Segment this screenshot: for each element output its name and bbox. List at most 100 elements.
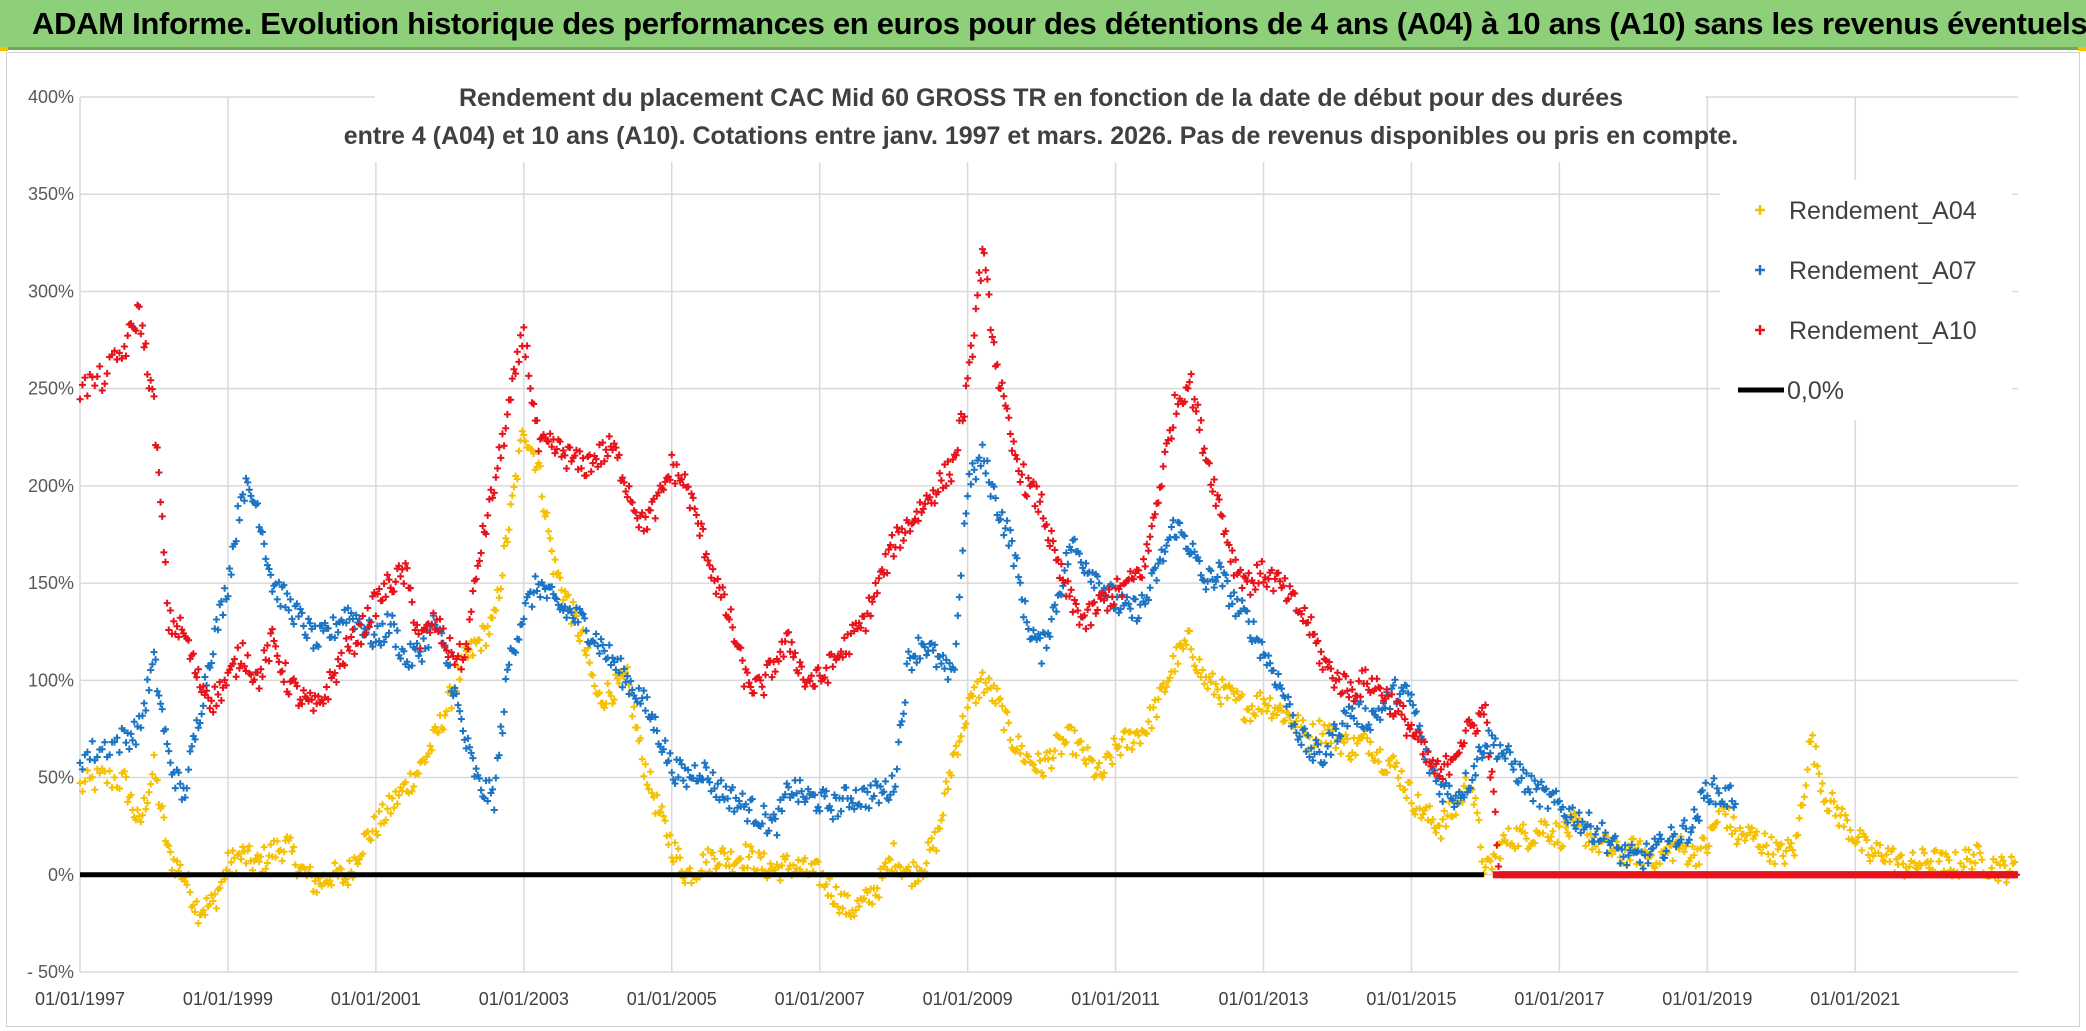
data-point: [821, 792, 829, 800]
data-point: [484, 622, 492, 630]
data-point: [972, 475, 980, 483]
data-point: [1521, 829, 1529, 837]
data-point: [844, 892, 852, 900]
data-point: [211, 890, 219, 898]
data-point: [548, 583, 556, 591]
data-point: [656, 808, 664, 816]
data-point: [155, 692, 163, 700]
data-point: [1098, 773, 1106, 781]
data-point: [217, 597, 225, 605]
data-point: [702, 858, 710, 866]
data-point: [641, 760, 649, 768]
data-point: [212, 904, 220, 912]
data-point: [908, 666, 916, 674]
data-point: [201, 911, 209, 919]
data-point: [175, 769, 183, 777]
data-point: [904, 648, 912, 656]
data-point: [232, 537, 240, 545]
data-point: [834, 903, 842, 911]
data-point: [546, 534, 554, 542]
data-point: [932, 663, 940, 671]
data-point: [1715, 807, 1723, 815]
data-point: [1245, 706, 1253, 714]
data-point: [914, 877, 922, 885]
data-point: [2001, 862, 2009, 870]
data-point: [1697, 844, 1705, 852]
data-point: [916, 655, 924, 663]
data-point: [198, 710, 206, 718]
data-point: [1735, 835, 1743, 843]
data-point: [1758, 849, 1766, 857]
data-point: [983, 275, 991, 283]
data-point: [1746, 829, 1754, 837]
data-point: [725, 862, 733, 870]
data-point: [666, 831, 674, 839]
data-point: [1256, 570, 1264, 578]
x-tick-label: 01/01/2009: [923, 989, 1013, 1009]
data-point: [696, 532, 704, 540]
data-point: [137, 724, 145, 732]
data-point: [1274, 670, 1282, 678]
data-point: [758, 683, 766, 691]
data-point: [643, 693, 651, 701]
data-point: [155, 468, 163, 476]
data-point: [408, 662, 416, 670]
data-point: [1135, 731, 1143, 739]
data-point: [477, 549, 485, 557]
x-tick-label: 01/01/2007: [775, 989, 865, 1009]
data-point: [160, 813, 168, 821]
data-point: [1251, 712, 1259, 720]
data-point: [446, 683, 454, 691]
data-point: [605, 688, 613, 696]
data-point: [235, 516, 243, 524]
data-point: [247, 492, 255, 500]
x-tick-label: 01/01/2005: [627, 989, 717, 1009]
data-point: [609, 654, 617, 662]
data-point: [1411, 810, 1419, 818]
data-point: [1353, 739, 1361, 747]
data-point: [397, 655, 405, 662]
data-point: [1975, 842, 1983, 850]
data-point: [201, 673, 209, 681]
data-point: [349, 615, 357, 623]
data-point: [1278, 706, 1286, 714]
data-point: [1429, 815, 1437, 823]
data-point: [574, 618, 582, 626]
data-point: [451, 684, 459, 692]
data-point: [166, 607, 174, 615]
data-point: [970, 466, 978, 474]
data-point: [525, 372, 533, 380]
data-point: [214, 691, 222, 699]
data-point: [113, 356, 121, 364]
data-point: [1093, 572, 1101, 580]
data-point: [931, 641, 939, 649]
data-point: [1021, 597, 1029, 605]
data-point: [1883, 851, 1890, 859]
data-point: [234, 502, 242, 510]
data-point: [536, 593, 544, 601]
data-point: [816, 881, 824, 889]
data-point: [521, 353, 529, 361]
data-point: [337, 649, 345, 657]
data-point: [1051, 601, 1059, 609]
data-point: [686, 864, 694, 872]
data-point: [1998, 853, 2006, 861]
data-point: [669, 776, 677, 784]
data-point: [781, 790, 789, 798]
data-point: [827, 892, 835, 900]
data-point: [1036, 634, 1044, 642]
data-point: [1062, 738, 1070, 746]
data-point: [1149, 703, 1157, 711]
data-point: [466, 743, 474, 751]
data-point: [1726, 823, 1734, 831]
data-point: [173, 857, 181, 865]
data-point: [620, 665, 628, 673]
data-point: [595, 649, 603, 657]
data-point: [600, 647, 608, 655]
data-point: [93, 753, 101, 761]
data-point: [893, 765, 901, 773]
data-point: [413, 639, 421, 647]
data-point: [1251, 585, 1259, 593]
data-point: [633, 724, 641, 732]
data-point: [1024, 625, 1032, 633]
